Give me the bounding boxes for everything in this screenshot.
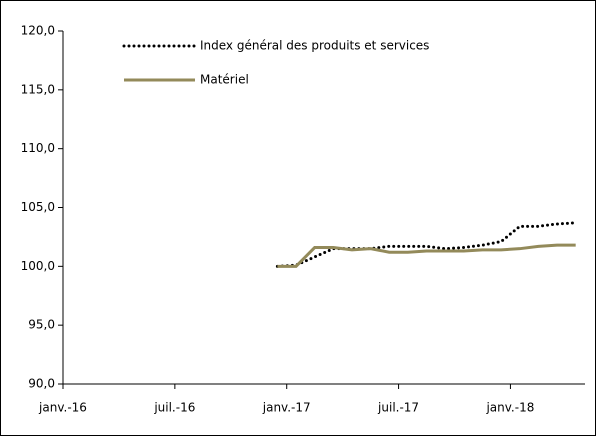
legend-label: Index général des produits et services xyxy=(200,39,429,53)
x-tick-label: juil.-17 xyxy=(377,401,419,415)
y-tick-label: 110,0 xyxy=(21,141,55,155)
y-tick-label: 105,0 xyxy=(21,200,55,214)
y-tick-label: 100,0 xyxy=(21,259,55,273)
series-line xyxy=(277,243,576,268)
legend-label: Matériel xyxy=(200,73,249,87)
y-tick-label: 90,0 xyxy=(28,377,55,391)
y-tick-label: 120,0 xyxy=(21,24,55,38)
x-tick-label: janv.-18 xyxy=(485,401,534,415)
x-tick-label: juil.-16 xyxy=(153,401,195,415)
y-tick-label: 115,0 xyxy=(21,82,55,96)
x-tick-label: janv.-17 xyxy=(262,401,311,415)
x-tick-label: janv.-16 xyxy=(38,401,87,415)
y-tick-label: 95,0 xyxy=(28,318,55,332)
